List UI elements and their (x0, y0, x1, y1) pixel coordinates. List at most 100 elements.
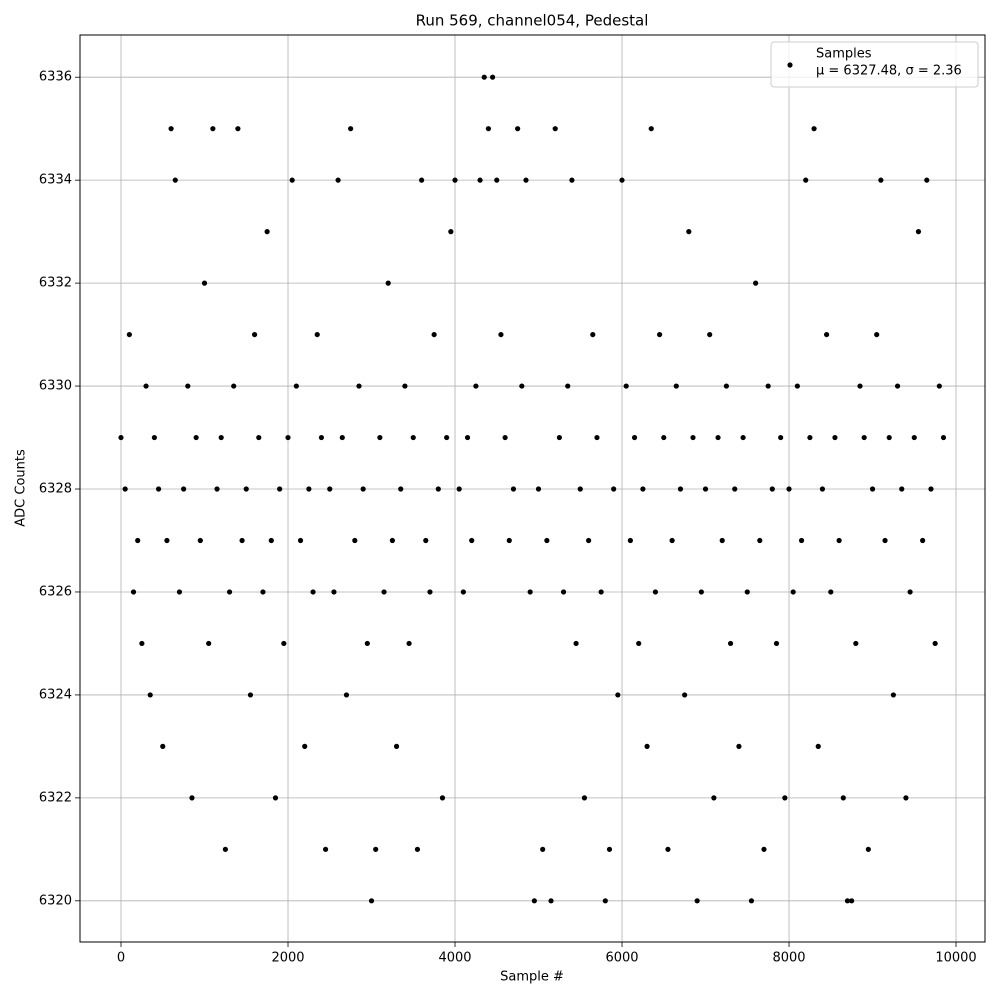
point (160, 743, 166, 749)
x-tick-label: 8000 (772, 951, 805, 966)
point (268, 537, 274, 544)
y-tick-label: 6320 (39, 893, 72, 908)
point (669, 537, 675, 544)
point (857, 383, 863, 389)
point (406, 640, 412, 647)
y-axis-label: ADC Counts (14, 449, 29, 527)
x-tick-label: 10000 (935, 951, 976, 966)
legend-annotation: μ = 6327.48, σ = 2.36 (816, 64, 962, 79)
point (481, 74, 487, 80)
points (118, 74, 947, 904)
point (343, 692, 350, 698)
point (611, 486, 617, 492)
point (911, 434, 917, 441)
point (435, 486, 441, 492)
point (410, 434, 416, 441)
point (201, 280, 208, 286)
point (878, 177, 884, 183)
point (339, 434, 345, 441)
point (185, 383, 191, 389)
point (773, 640, 780, 647)
y-tick-label: 6336 (39, 70, 72, 85)
point (673, 383, 679, 389)
point (368, 898, 375, 904)
point (602, 898, 608, 904)
point (277, 486, 283, 492)
point (318, 434, 325, 441)
point (686, 229, 692, 235)
point (694, 898, 700, 904)
point (444, 434, 450, 441)
point (690, 434, 696, 441)
point (606, 846, 613, 852)
point (552, 126, 558, 132)
point (581, 795, 588, 801)
point (348, 126, 354, 132)
point (498, 331, 504, 338)
point (502, 434, 508, 441)
point (815, 743, 821, 749)
point (385, 280, 391, 286)
point (615, 692, 621, 698)
point (794, 383, 800, 389)
point (222, 846, 228, 852)
point (197, 537, 203, 544)
point (631, 434, 638, 441)
point (335, 177, 341, 183)
point (874, 331, 880, 338)
legend-label: Samples (816, 47, 872, 62)
plot-frame (79, 34, 986, 943)
point (155, 486, 162, 492)
y-tick-label: 6322 (39, 790, 72, 805)
point (260, 589, 266, 595)
point (702, 486, 709, 492)
point (744, 589, 750, 595)
legend-marker (787, 62, 793, 68)
point (560, 589, 567, 595)
point (231, 383, 237, 389)
point (865, 846, 871, 852)
point (556, 434, 562, 441)
point (419, 177, 425, 183)
point (640, 486, 646, 492)
point (727, 640, 734, 647)
point (535, 486, 542, 492)
point (210, 126, 216, 132)
point (393, 743, 400, 749)
point (544, 537, 550, 544)
point (523, 177, 529, 183)
point (790, 589, 796, 595)
point (836, 537, 842, 544)
point (807, 434, 813, 441)
point (577, 486, 583, 492)
point (715, 434, 721, 441)
point (431, 331, 437, 338)
point (844, 898, 851, 904)
point (748, 898, 755, 904)
point (460, 589, 466, 595)
point (757, 537, 763, 544)
point (644, 743, 650, 749)
point (272, 795, 279, 801)
x-tick-label: 6000 (605, 951, 638, 966)
point (907, 589, 913, 595)
y-tick-label: 6324 (39, 687, 72, 702)
point (598, 589, 604, 595)
point (122, 486, 128, 492)
point (569, 177, 575, 183)
point (302, 743, 308, 749)
point (932, 640, 938, 647)
point (861, 434, 867, 441)
point (515, 126, 521, 132)
point (707, 331, 713, 338)
point (803, 177, 809, 183)
point (506, 537, 512, 544)
point (293, 383, 299, 389)
point (226, 589, 233, 595)
point (473, 383, 479, 389)
point (832, 434, 838, 441)
point (489, 74, 496, 80)
point (840, 795, 846, 801)
point (452, 177, 458, 183)
